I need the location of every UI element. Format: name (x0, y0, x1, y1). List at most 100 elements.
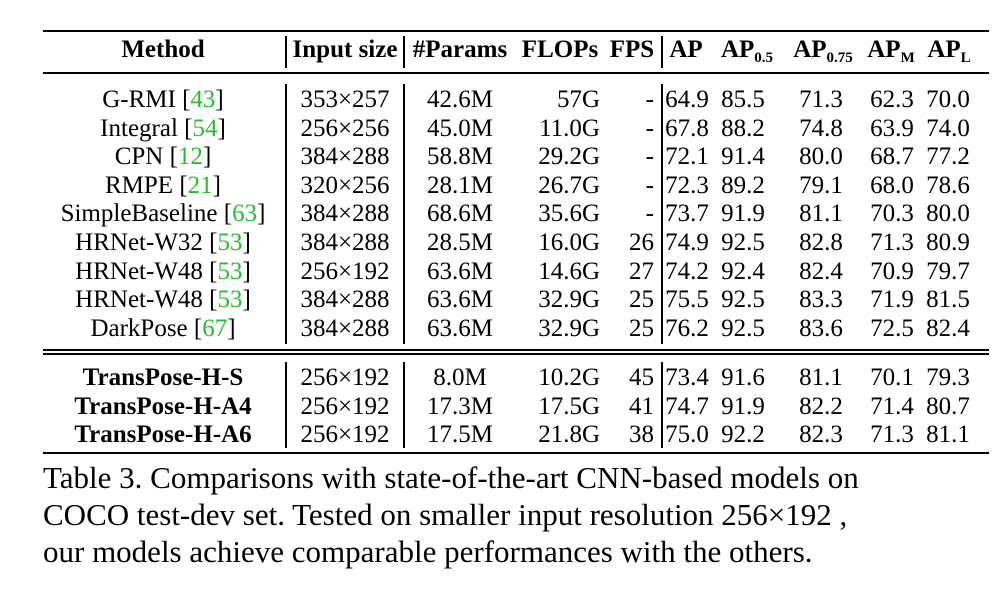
ap50-cell: 92.5 (721, 286, 765, 314)
input-size-cell: 384×288 (300, 286, 390, 314)
fps-cell: 38 (629, 421, 654, 449)
params-cell: 68.6M (427, 200, 493, 228)
params-cell: 58.8M (427, 143, 493, 171)
ap-cell: 74.9 (665, 229, 709, 256)
input-size-cell: 384×288 (300, 200, 390, 228)
group-rule-2 (43, 353, 989, 355)
ap50-cell: 92.2 (721, 421, 765, 449)
table-caption: Table 3. Comparisons with state-of-the-a… (43, 459, 993, 570)
flops-cell: 32.9G (538, 314, 600, 342)
params-cell: 63.6M (427, 314, 493, 342)
apm-cell: 70.1 (870, 364, 914, 391)
apm-cell: 70.9 (870, 257, 914, 285)
fps-cell: 41 (629, 392, 654, 420)
fps-cell: - (645, 143, 654, 171)
citation-link: 43 (190, 86, 216, 113)
ap-cell: 75.0 (665, 421, 709, 449)
apl-cell: 81.1 (926, 421, 970, 449)
fps-cell: - (645, 171, 654, 199)
input-size-cell: 384×288 (300, 229, 390, 256)
apm-cell: 68.7 (870, 143, 914, 171)
ap75-cell: 74.8 (799, 114, 843, 142)
citation-link: 67 (202, 314, 228, 342)
apm-cell: 71.9 (870, 286, 914, 314)
params-cell: 17.3M (427, 392, 493, 420)
ap50-cell: 88.2 (721, 114, 765, 142)
ap50-cell: 92.4 (721, 257, 765, 285)
ap75-cell: 71.3 (799, 86, 843, 113)
separator-method (285, 36, 287, 68)
header-ap75: AP0.75 (793, 36, 853, 66)
citation-link: 53 (217, 286, 243, 314)
header-rule (43, 72, 989, 74)
ap-cell: 72.1 (665, 143, 709, 171)
separator-fps (661, 84, 663, 344)
params-cell: 42.6M (427, 86, 493, 113)
apl-cell: 80.9 (926, 229, 970, 256)
flops-cell: 17.5G (538, 392, 600, 420)
ap75-cell: 83.6 (799, 314, 843, 342)
method-cell: TransPose-H-S (43, 364, 283, 392)
citation-link: 54 (192, 114, 218, 142)
params-cell: 28.5M (427, 229, 493, 256)
ap-cell: 64.9 (665, 86, 709, 113)
flops-cell: 57G (556, 86, 600, 113)
method-name: G-RMI (102, 86, 176, 113)
input-size-cell: 353×257 (300, 86, 390, 113)
method-cell: CPN [12] (114, 143, 212, 171)
ap75-cell: 82.2 (799, 392, 843, 420)
caption-line-2: COCO test-dev set. Tested on smaller inp… (43, 497, 848, 532)
fps-cell: - (645, 200, 654, 228)
top-rule (43, 30, 989, 32)
apl-cell: 78.6 (926, 171, 970, 199)
group-rule-1 (43, 349, 989, 351)
header-apl: APL (927, 36, 971, 66)
input-size-cell: 320×256 (300, 171, 390, 199)
ap50-cell: 92.5 (721, 314, 765, 342)
ap75-cell: 82.4 (799, 257, 843, 285)
method-name: TransPose-H-A4 (74, 392, 252, 420)
apl-cell: 79.3 (926, 364, 970, 391)
method-name: RMPE (105, 171, 174, 199)
input-size-cell: 256×192 (300, 364, 390, 391)
separator-method (285, 362, 287, 448)
method-cell: TransPose-H-A6 (43, 421, 283, 449)
ap-cell: 76.2 (665, 314, 709, 342)
caption-line-1: Table 3. Comparisons with state-of-the-a… (43, 460, 859, 495)
header-input-size: Input size (292, 36, 398, 63)
input-size-cell: 256×192 (300, 257, 390, 285)
ap-cell: 74.7 (665, 392, 709, 420)
method-cell: RMPE [21] (105, 171, 221, 199)
fps-cell: - (645, 86, 654, 113)
separator-input (403, 84, 405, 344)
fps-cell: 27 (629, 257, 654, 285)
apm-cell: 71.4 (870, 392, 914, 420)
apl-cell: 70.0 (926, 86, 970, 113)
fps-cell: 26 (629, 229, 654, 256)
input-size-cell: 256×192 (300, 392, 390, 420)
separator-input (403, 362, 405, 448)
ap75-cell: 81.1 (799, 200, 843, 228)
method-cell: HRNet-W48 [53] (75, 286, 251, 314)
input-size-cell: 384×288 (300, 143, 390, 171)
params-cell: 45.0M (427, 114, 493, 142)
ap-cell: 72.3 (665, 171, 709, 199)
header-flops: FLOPs (521, 36, 599, 63)
method-cell: DarkPose [67] (90, 314, 236, 342)
fps-cell: 25 (629, 314, 654, 342)
params-cell: 63.6M (427, 257, 493, 285)
method-name: DarkPose (90, 314, 188, 342)
ap-cell: 74.2 (665, 257, 709, 285)
ap50-cell: 89.2 (721, 171, 765, 199)
input-size-cell: 384×288 (300, 314, 390, 342)
flops-cell: 14.6G (538, 257, 600, 285)
header-params: #Params (412, 36, 508, 63)
params-cell: 28.1M (427, 171, 493, 199)
flops-cell: 11.0G (539, 114, 600, 142)
method-name: Integral (100, 114, 178, 142)
method-name: CPN (114, 143, 164, 171)
header-method: Method (121, 36, 205, 63)
separator-fps (661, 36, 663, 68)
separator-fps (661, 362, 663, 448)
apl-cell: 74.0 (926, 114, 970, 142)
